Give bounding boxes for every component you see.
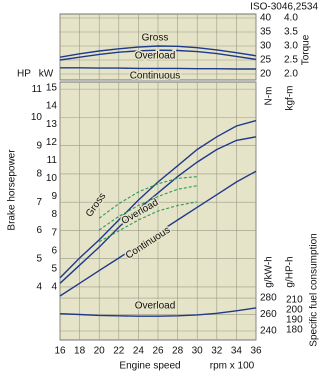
y2-tick-label: 180 (286, 325, 303, 336)
curve (59, 119, 257, 279)
dashed-curve (98, 185, 198, 231)
y-axis-unit: N-m (264, 87, 275, 106)
y2-tick-label: 6 (36, 225, 42, 236)
y2-axis-unit: g/HP-h (285, 256, 296, 287)
y-axis-unit: kW (39, 69, 54, 80)
x-tick-label: 28 (172, 346, 184, 357)
y-tick-label: 5 (51, 263, 57, 274)
y-tick-label: 30 (260, 41, 272, 52)
x-tick-label: 36 (250, 346, 262, 357)
y-tick-label: 7 (51, 227, 57, 238)
x-tick-label: 20 (94, 346, 106, 357)
x-axis-title: Engine speed (119, 361, 180, 372)
dashed-curve (98, 176, 198, 219)
x-tick-label: 32 (211, 346, 223, 357)
curve-label: Continuous (130, 71, 181, 82)
y2-tick-label: 4 (36, 282, 42, 293)
y2-tick-label: 3.0 (284, 41, 298, 52)
curve-label: Overload (135, 51, 176, 62)
y2-tick-label: 2.0 (284, 69, 298, 80)
y-tick-label: 10 (46, 173, 58, 184)
y-tick-label: 12 (46, 137, 58, 148)
y2-tick-label: 5 (36, 253, 42, 264)
y-tick-label: 20 (260, 69, 272, 80)
y2-tick-label: 190 (286, 315, 303, 326)
y-tick-label: 13 (46, 119, 58, 130)
axis-title: Brake horsepower (7, 149, 18, 231)
dashed-curve (98, 201, 198, 243)
y2-tick-label: 8 (36, 169, 42, 180)
curve-label: Gross (142, 33, 169, 44)
y-tick-label: 35 (260, 27, 272, 38)
curve (59, 49, 257, 61)
x-tick-label: 24 (133, 346, 145, 357)
y2-tick-label: 3.5 (284, 27, 298, 38)
x-axis-unit: rpm x 100 (210, 361, 255, 372)
y-tick-label: 9 (51, 191, 57, 202)
y2-tick-label: 200 (286, 305, 303, 316)
y2-tick-label: 4.0 (284, 13, 298, 24)
curve (59, 307, 257, 317)
x-tick-label: 26 (152, 346, 164, 357)
y-axis-unit: g/kW-h (264, 256, 275, 288)
y2-tick-label: 11 (32, 84, 43, 95)
y2-tick-label: 2.5 (284, 55, 298, 66)
y-tick-label: 260 (260, 309, 277, 320)
curve (60, 67, 256, 70)
chart-title: ISO-3046,2534 (250, 2, 318, 13)
curve (59, 45, 257, 58)
y2-axis-unit: kgf-m (285, 86, 296, 111)
x-tick-label: 16 (54, 346, 66, 357)
y-tick-label: 4 (51, 282, 57, 293)
y2-tick-label: 7 (36, 197, 42, 208)
x-tick-label: 34 (231, 346, 243, 357)
x-tick-label: 22 (113, 346, 125, 357)
curve (59, 170, 257, 297)
y-tick-label: 240 (260, 326, 277, 337)
y-tick-label: 8 (51, 209, 57, 220)
x-tick-label: 30 (192, 346, 204, 357)
y2-tick-label: 10 (31, 112, 43, 123)
y2-tick-label: 9 (36, 140, 42, 151)
axis-title: Torque (301, 34, 312, 65)
x-tick-label: 18 (74, 346, 86, 357)
y-tick-label: 6 (51, 245, 57, 256)
y-tick-label: 40 (260, 13, 272, 24)
y-tick-label: 280 (260, 293, 277, 304)
y-tick-label: 11 (47, 155, 58, 166)
axis-title: Specific fuel consumption (309, 233, 320, 346)
y2-axis-unit: HP (17, 69, 31, 80)
y2-tick-label: 210 (286, 295, 303, 306)
y-tick-label: 15 (46, 83, 58, 94)
y-tick-label: 25 (260, 55, 272, 66)
curve (59, 136, 257, 284)
curve-label: Overload (135, 301, 176, 312)
y-tick-label: 14 (46, 101, 58, 112)
